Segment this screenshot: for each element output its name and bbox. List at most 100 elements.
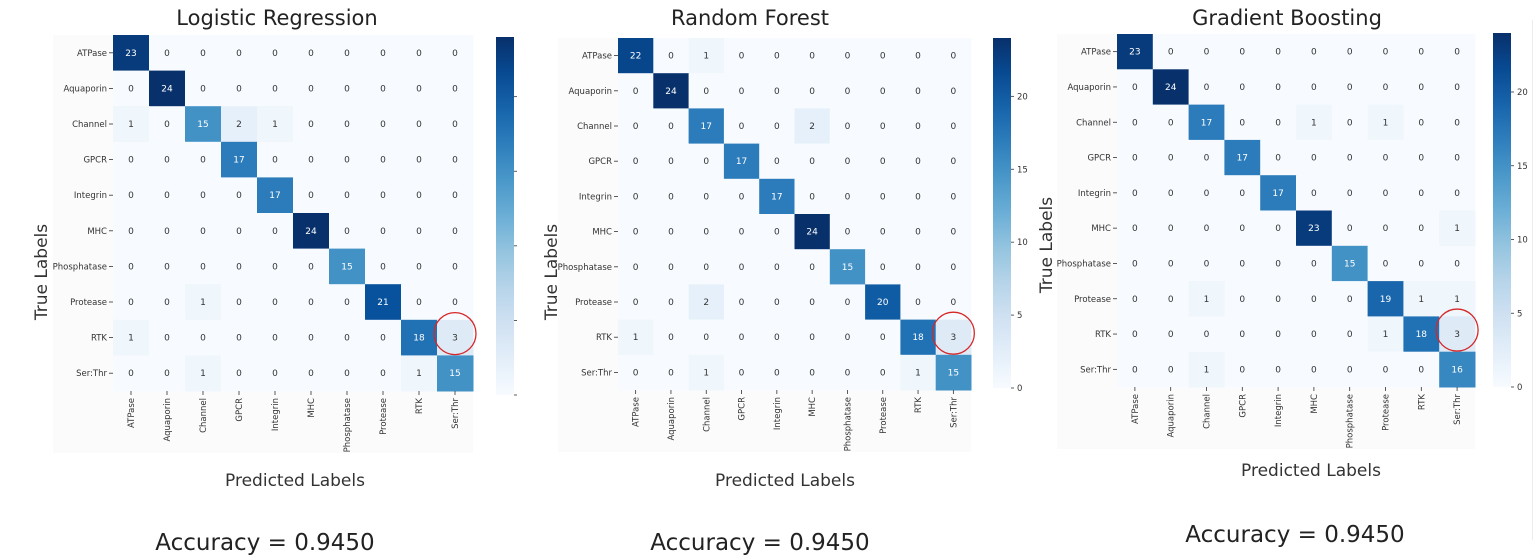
cell-value-label: 0 [774, 368, 780, 378]
heatmap-cell [221, 70, 258, 107]
cell-value-label: 0 [915, 263, 921, 273]
cell-value-label: 0 [416, 49, 422, 59]
heatmap-cell [1439, 175, 1476, 211]
heatmap-cell [935, 73, 972, 109]
cell-value-label: 0 [1168, 259, 1174, 269]
chart-title-logistic: Logistic Regression [176, 6, 378, 30]
heatmap-cell [1403, 34, 1440, 70]
heatmap-cell [1403, 104, 1440, 141]
cell-value-label: 0 [633, 122, 639, 132]
heatmap-cell [618, 143, 654, 180]
heatmap-cell [365, 213, 402, 250]
cell-value-label: 0 [1239, 365, 1245, 375]
cell-value-label: 0 [774, 333, 780, 343]
cell-value-label: 0 [880, 333, 886, 343]
cell-value-label: 0 [164, 262, 170, 272]
cell-value-label: 0 [452, 191, 458, 201]
heatmap-cell [794, 354, 831, 391]
y-tick-label: RTK [1095, 330, 1111, 340]
heatmap-cell [1224, 139, 1261, 176]
cell-value-label: 0 [452, 84, 458, 94]
heatmap-cell [365, 141, 402, 178]
heatmap-cell [618, 73, 654, 109]
y-tick-label: Protease [1074, 295, 1111, 305]
cell-value-label: 16 [1451, 365, 1463, 375]
heatmap-cell [1296, 175, 1333, 211]
heatmap-cell [113, 70, 150, 107]
heatmap-cell [257, 319, 294, 356]
heatmap-cell [1367, 316, 1404, 353]
heatmap-cell [1403, 175, 1440, 211]
y-tick-label: ATPase [77, 49, 107, 59]
heatmap-cell [865, 354, 901, 391]
heatmap-cell [1224, 175, 1261, 211]
cell-value-label: 0 [739, 52, 745, 62]
heatmap-cell [1403, 316, 1440, 353]
heatmap-cell [1152, 69, 1190, 106]
cell-value-label: 0 [915, 192, 921, 202]
cell-value-label: 0 [344, 156, 350, 166]
heatmap-cell [865, 108, 901, 145]
cell-value-label: 0 [1204, 189, 1210, 199]
y-tick-label: RTK [596, 333, 612, 343]
cell-value-label: 1 [200, 298, 206, 308]
cell-value-label: 1 [1383, 330, 1389, 340]
heatmap-cell [1188, 316, 1225, 353]
heatmap-cell [653, 178, 690, 215]
cell-value-label: 1 [703, 368, 709, 378]
heatmap-cell [900, 108, 937, 145]
heatmap-cell [257, 70, 294, 107]
cell-value-label: 17 [1237, 154, 1248, 164]
heatmap-cell [221, 141, 258, 178]
cell-value-label: 0 [164, 156, 170, 166]
cell-value-label: 0 [774, 52, 780, 62]
heatmap-cell [794, 178, 831, 215]
panel-divider [1532, 20, 1533, 540]
cell-value-label: 0 [880, 87, 886, 97]
heatmap-cell [329, 35, 366, 72]
colorbar [496, 37, 514, 395]
cell-value-label: 0 [809, 192, 815, 202]
cell-value-label: 24 [161, 84, 173, 94]
cell-value-label: 0 [950, 122, 956, 132]
y-tick-label: MHC [1091, 224, 1111, 234]
cell-value-label: 0 [1347, 83, 1353, 93]
cell-value-label: 0 [915, 228, 921, 238]
cell-value-label: 0 [774, 228, 780, 238]
cell-value-label: 0 [272, 262, 278, 272]
heatmap-cell [723, 284, 760, 321]
heatmap-cell [185, 70, 222, 107]
heatmap-cell [723, 108, 760, 145]
heatmap-cell [865, 284, 901, 321]
heatmap-cell [1260, 34, 1297, 70]
cell-value-label: 0 [1454, 118, 1460, 128]
heatmap-cell [759, 319, 795, 356]
heatmap-cell [1188, 351, 1225, 388]
heatmap-cell [829, 178, 866, 215]
cell-value-label: 0 [344, 334, 350, 344]
cell-value-label: 0 [1418, 48, 1424, 58]
cell-value-label: 0 [1347, 365, 1353, 375]
heatmap-cell [257, 106, 294, 143]
cell-value-label: 0 [272, 298, 278, 308]
x-axis-label-gradient-boosting: Predicted Labels [1241, 461, 1381, 481]
heatmap-cell [221, 106, 258, 143]
heatmap-cell [1152, 281, 1190, 317]
cell-value-label: 0 [380, 49, 386, 59]
heatmap-cell [1188, 34, 1225, 70]
cell-value-label: 0 [1239, 48, 1245, 58]
cell-value-label: 0 [633, 87, 639, 97]
x-tick-label: RTK [415, 398, 425, 414]
cell-value-label: 0 [1347, 48, 1353, 58]
cell-value-label: 0 [1239, 118, 1245, 128]
heatmap-cell [1367, 139, 1404, 176]
heatmap-cell [1152, 351, 1190, 388]
cell-value-label: 0 [344, 298, 350, 308]
x-tick-label: Aquaporin [1167, 394, 1177, 438]
heatmap-cell [1403, 69, 1440, 106]
heatmap-cell [723, 178, 760, 215]
cell-value-label: 0 [1383, 154, 1389, 164]
heatmap-cell [794, 73, 831, 109]
cell-value-label: 0 [128, 191, 134, 201]
heatmap-cell [1152, 316, 1190, 353]
